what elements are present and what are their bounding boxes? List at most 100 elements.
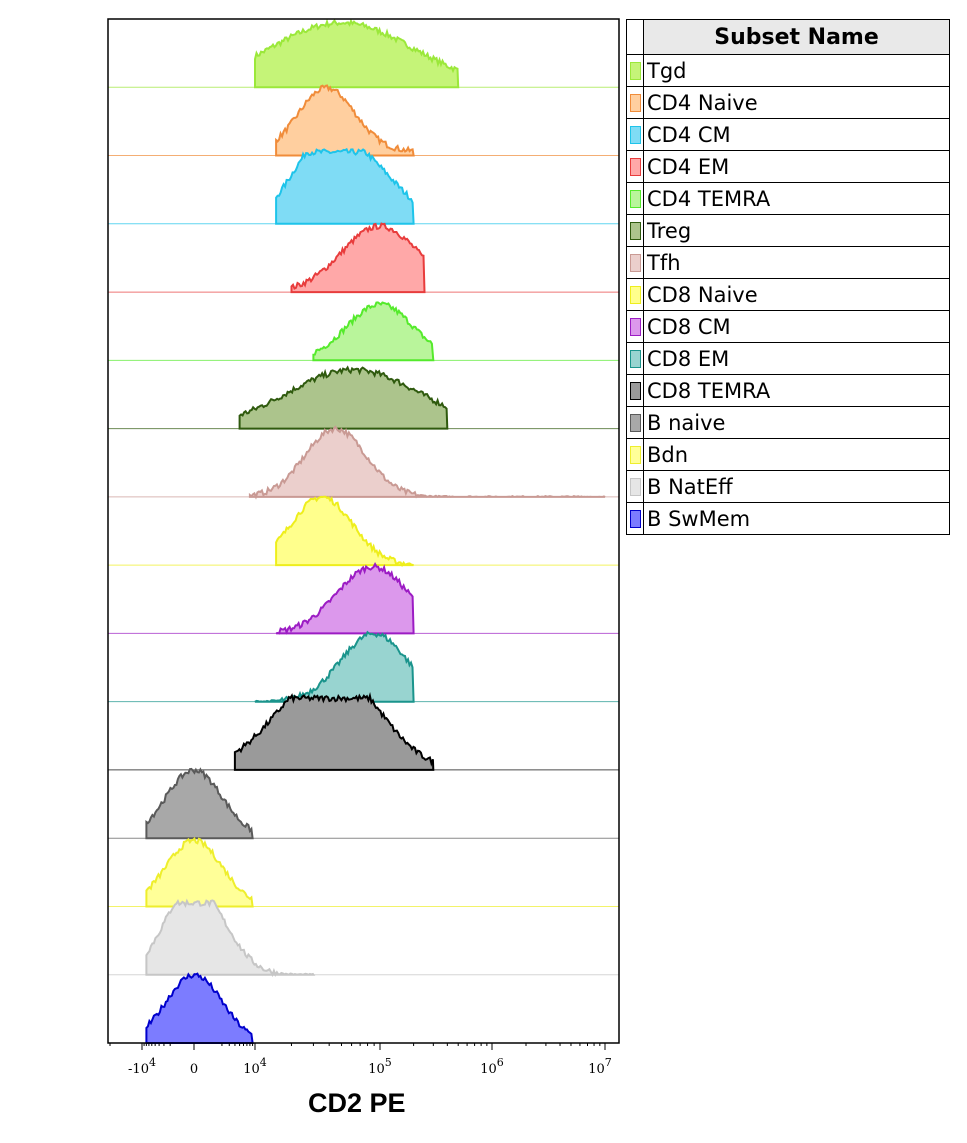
legend-swatch-cell (626, 438, 644, 471)
legend-swatch-cell (626, 278, 644, 311)
histogram-area (275, 147, 415, 225)
legend-swatch (629, 158, 641, 177)
legend-label: Tfh (643, 246, 950, 279)
legend-label: B SwMem (643, 502, 950, 535)
histogram-b-naive (108, 767, 619, 840)
histogram-tgd (108, 18, 619, 89)
plot-frame (107, 18, 620, 1044)
histogram-treg (108, 365, 619, 430)
legend-label: CD8 EM (643, 342, 950, 375)
histogram-area (312, 301, 435, 362)
histogram-cd8-temra (108, 692, 619, 771)
legend-swatch-cell (626, 54, 644, 87)
legend-swatch-cell (626, 118, 644, 151)
legend-row: CD8 Naive (626, 278, 950, 311)
legend-swatch (629, 350, 641, 369)
histogram-cd8-cm (108, 562, 619, 635)
legend-swatch-cell (626, 182, 644, 215)
legend-swatch (629, 94, 641, 113)
legend-label: CD8 Naive (643, 278, 950, 311)
histogram-area (254, 630, 415, 703)
legend-swatch (629, 190, 641, 209)
legend-row: Tfh (626, 246, 950, 279)
histogram-area (145, 837, 254, 908)
legend-swatch (629, 318, 641, 337)
legend-row: CD8 EM (626, 342, 950, 375)
legend-label: CD4 TEMRA (643, 182, 950, 215)
legend-row: Bdn (626, 438, 950, 471)
legend-label: B NatEff (643, 470, 950, 503)
legend-row: CD4 CM (626, 118, 950, 151)
x-axis-title: CD2 PE (308, 1088, 406, 1118)
legend-swatch (629, 478, 641, 497)
legend-swatch (629, 382, 641, 401)
histogram-area (275, 562, 415, 635)
legend-label: CD4 EM (643, 150, 950, 183)
histogram-area (254, 18, 460, 89)
legend-swatch-cell (626, 246, 644, 279)
legend-title: Subset Name (643, 19, 950, 55)
histogram-area (145, 767, 254, 840)
legend-swatch (629, 510, 641, 529)
legend-swatch (629, 62, 641, 81)
legend-swatch (629, 286, 641, 305)
legend: Subset Name Tgd CD4 Naive CD4 CM CD4 EM CD4 … (626, 19, 950, 535)
histogram-cd4-em (108, 222, 619, 294)
legend-row: B naive (626, 406, 950, 439)
legend-swatch (629, 446, 641, 465)
histogram-bdn (108, 837, 619, 908)
histogram-b-nateff (108, 898, 619, 978)
legend-swatch-cell (626, 150, 644, 183)
histogram-area (233, 692, 435, 771)
legend-row: CD4 TEMRA (626, 182, 950, 215)
legend-label: B naive (643, 406, 950, 439)
legend-swatch-cell (626, 374, 644, 407)
histogram-cd8-em (108, 630, 619, 703)
histogram-area (145, 898, 316, 978)
legend-header-row: Subset Name (626, 19, 950, 55)
legend-row: Treg (626, 214, 950, 247)
x-tick-label: -104 (128, 1056, 156, 1077)
legend-swatch-cell (626, 214, 644, 247)
legend-swatch-cell (626, 86, 644, 119)
legend-swatch (629, 414, 641, 433)
legend-swatch (629, 254, 641, 273)
x-tick-label: 105 (368, 1056, 392, 1077)
legend-swatch (629, 222, 641, 241)
legend-body: Tgd CD4 Naive CD4 CM CD4 EM CD4 TEMRA Treg Tfh… (626, 54, 950, 535)
legend-row: CD8 TEMRA (626, 374, 950, 407)
x-tick-label: 107 (588, 1056, 612, 1077)
histogram-b-swmem (108, 972, 619, 1044)
histogram-cd4-temra (108, 301, 619, 362)
histogram-area (275, 84, 415, 157)
histogram-area (238, 365, 449, 430)
x-tick-label: 106 (480, 1056, 504, 1077)
legend-row: B SwMem (626, 502, 950, 535)
legend-label: Treg (643, 214, 950, 247)
histogram-cd8-naive (108, 495, 619, 568)
histogram-area (290, 222, 426, 294)
legend-label: Tgd (643, 54, 950, 87)
legend-row: CD4 Naive (626, 86, 950, 119)
x-tick-label: 104 (243, 1056, 267, 1077)
x-tick-label: 0 (190, 1062, 198, 1077)
legend-label: CD8 TEMRA (643, 374, 950, 407)
legend-header-blank (626, 19, 644, 55)
legend-swatch-cell (626, 502, 644, 535)
histogram-cd4-cm (108, 147, 619, 225)
legend-label: CD4 CM (643, 118, 950, 151)
legend-swatch-cell (626, 310, 644, 343)
legend-swatch (629, 126, 641, 145)
legend-row: Tgd (626, 54, 950, 87)
legend-row: B NatEff (626, 470, 950, 503)
histogram-tfh (108, 425, 619, 500)
legend-label: Bdn (643, 438, 950, 471)
legend-label: CD8 CM (643, 310, 950, 343)
legend-row: CD8 CM (626, 310, 950, 343)
x-axis: -104 0 104 105 106 107 (109, 1043, 612, 1077)
histogram-cd4-naive (108, 84, 619, 157)
legend-swatch-cell (626, 406, 644, 439)
legend-swatch-cell (626, 342, 644, 375)
legend-row: CD4 EM (626, 150, 950, 183)
